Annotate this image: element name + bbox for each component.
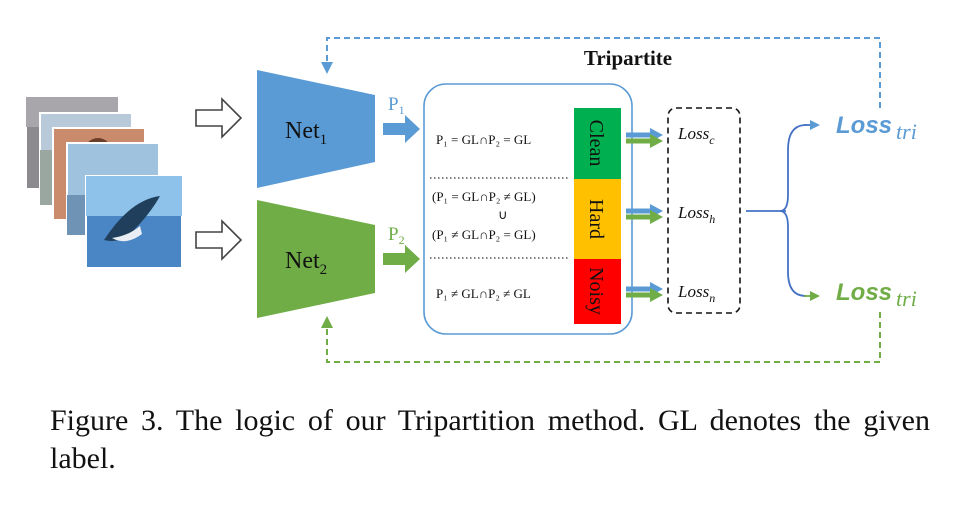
hard-bar <box>574 179 621 259</box>
p2-label: P2 <box>388 224 405 247</box>
p1-arrow <box>383 115 420 143</box>
tripartite-title: Tripartite <box>584 46 672 70</box>
input-arrow-bottom <box>195 219 243 261</box>
condition-hard-2: (P₁ ≠ GL∩P₂ = GL) <box>432 227 536 242</box>
input-arrow-top <box>195 97 243 139</box>
p2-arrow <box>383 245 420 273</box>
clean-arrows <box>626 128 663 148</box>
hard-label: Hard <box>585 199 607 239</box>
combine-brace <box>779 124 807 297</box>
hard-arrows <box>626 204 663 224</box>
losses-box <box>667 107 741 314</box>
loss-tri-bottom-label: Loss tri <box>836 279 917 311</box>
tripartite-diagram: Net1 Net2 P1 P2 Tripartite P₁ = GL∩P₂ = … <box>25 37 917 363</box>
clean-label: Clean <box>585 120 607 167</box>
condition-clean: P₁ = GL∩P₂ = GL <box>436 132 531 147</box>
figure-caption: Figure 3. The logic of our Tripartition … <box>50 404 930 475</box>
input-image-stack <box>25 96 183 269</box>
noisy-label: Noisy <box>585 267 607 315</box>
net1-block <box>257 70 375 188</box>
condition-hard-union: ∪ <box>498 207 508 222</box>
p1-label: P1 <box>388 94 405 117</box>
condition-hard-1: (P₁ = GL∩P₂ ≠ GL) <box>432 189 536 204</box>
loss-h-label: Lossh <box>677 203 715 226</box>
loss-tri-top-label: Loss tri <box>836 112 917 144</box>
clean-bar <box>574 108 621 179</box>
noisy-bar <box>574 259 621 324</box>
feedback-loop-green <box>321 312 881 363</box>
condition-noisy: P₁ ≠ GL∩P₂ ≠ GL <box>436 286 531 301</box>
noisy-arrows <box>626 282 663 302</box>
loss-n-label: Lossn <box>677 282 715 305</box>
feedback-loop-blue <box>321 37 881 108</box>
net2-label: Net2 <box>285 248 327 278</box>
net2-block <box>257 200 375 318</box>
net1-label: Net1 <box>285 118 327 148</box>
loss-c-label: Lossc <box>677 124 715 147</box>
